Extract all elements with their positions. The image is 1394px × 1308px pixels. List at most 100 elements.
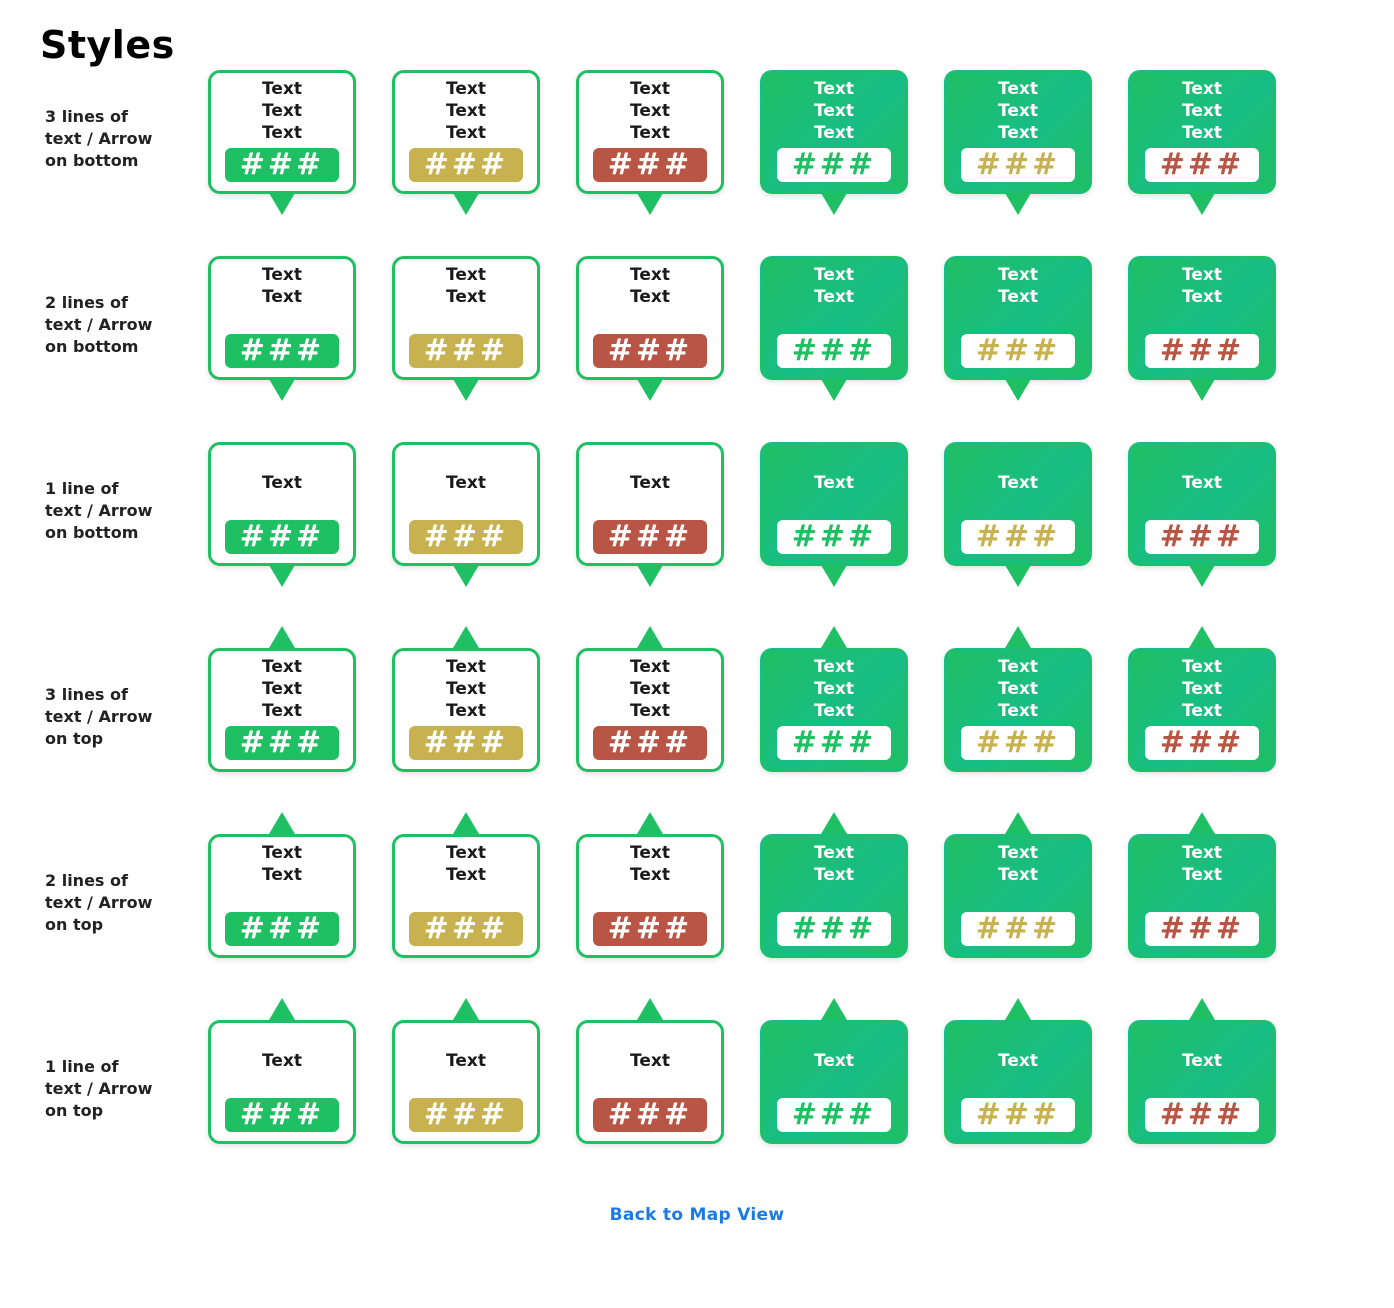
marker-text: Text Text [947, 842, 1089, 886]
marker-badge: ### [1145, 912, 1259, 946]
marker-outline-red[interactable]: Text Text Text ### [576, 70, 724, 215]
marker-filled-red[interactable]: Text ### [1128, 998, 1276, 1144]
marker-outline-gold[interactable]: Text ### [392, 442, 540, 587]
marker-text-line: Text [814, 843, 854, 863]
marker-filled-gold[interactable]: Text Text ### [944, 256, 1092, 401]
marker-card: Text Text ### [576, 834, 724, 958]
marker-filled-green[interactable]: Text ### [760, 442, 908, 587]
marker-card: Text ### [208, 442, 356, 566]
marker-text: Text [395, 1050, 537, 1072]
back-to-map-view-link[interactable]: Back to Map View [609, 1205, 785, 1225]
marker-filled-red[interactable]: Text ### [1128, 442, 1276, 587]
row-label-line: 2 lines of [45, 871, 128, 890]
marker-arrow [821, 565, 847, 587]
marker-card: Text Text ### [944, 256, 1092, 380]
marker-filled-gold[interactable]: Text Text Text ### [944, 70, 1092, 215]
marker-text: Text Text Text [211, 78, 353, 144]
marker-outline-red[interactable]: Text ### [576, 442, 724, 587]
marker-card: Text ### [944, 1020, 1092, 1144]
marker-arrow [821, 193, 847, 215]
row-label: 3 lines of text / Arrow on top [45, 684, 195, 750]
marker-text-line: Text [814, 265, 854, 285]
marker-arrow [637, 379, 663, 401]
marker-card: Text Text ### [1128, 256, 1276, 380]
marker-text-line: Text [814, 1051, 854, 1071]
marker-filled-red[interactable]: Text Text ### [1128, 256, 1276, 401]
marker-arrow [453, 193, 479, 215]
marker-text: Text Text [395, 264, 537, 308]
marker-text-line: Text [446, 79, 486, 99]
marker-filled-red[interactable]: Text Text ### [1128, 812, 1276, 958]
marker-outline-green[interactable]: Text ### [208, 442, 356, 587]
row-label-line: text / Arrow [45, 707, 153, 726]
marker-filled-green[interactable]: Text Text Text ### [760, 626, 908, 772]
marker-outline-gold[interactable]: Text Text Text ### [392, 626, 540, 772]
marker-filled-green[interactable]: Text Text ### [760, 256, 908, 401]
marker-badge: ### [777, 1098, 891, 1132]
marker-outline-gold[interactable]: Text Text ### [392, 256, 540, 401]
marker-outline-green[interactable]: Text Text Text ### [208, 626, 356, 772]
marker-filled-gold[interactable]: Text Text ### [944, 812, 1092, 958]
marker-badge: ### [961, 912, 1075, 946]
marker-outline-gold[interactable]: Text Text Text ### [392, 70, 540, 215]
marker-outline-green[interactable]: Text Text ### [208, 812, 356, 958]
marker-text-line: Text [998, 679, 1038, 699]
marker-text: Text Text Text [763, 78, 905, 144]
marker-text-line: Text [998, 843, 1038, 863]
page-title: Styles [40, 23, 175, 67]
marker-card: Text Text ### [576, 256, 724, 380]
marker-filled-green[interactable]: Text Text Text ### [760, 70, 908, 215]
marker-text-line: Text [814, 79, 854, 99]
marker-card: Text Text ### [760, 834, 908, 958]
marker-card: Text Text ### [208, 256, 356, 380]
marker-arrow [1005, 626, 1031, 648]
marker-outline-red[interactable]: Text Text ### [576, 256, 724, 401]
marker-card: Text Text Text ### [1128, 648, 1276, 772]
marker-outline-green[interactable]: Text Text ### [208, 256, 356, 401]
style-row: 1 line of text / Arrow on bottom Text ### Tex… [0, 442, 1394, 628]
marker-outline-gold[interactable]: Text Text ### [392, 812, 540, 958]
marker-badge: ### [1145, 334, 1259, 368]
marker-outline-red[interactable]: Text Text Text ### [576, 626, 724, 772]
row-label-line: 3 lines of [45, 685, 128, 704]
row-label-line: text / Arrow [45, 501, 153, 520]
marker-filled-red[interactable]: Text Text Text ### [1128, 70, 1276, 215]
style-row: 3 lines of text / Arrow on bottom Text Text T… [0, 70, 1394, 256]
marker-arrow [1005, 565, 1031, 587]
row-label-line: text / Arrow [45, 129, 153, 148]
marker-arrow [1189, 193, 1215, 215]
marker-filled-red[interactable]: Text Text Text ### [1128, 626, 1276, 772]
marker-text: Text [211, 472, 353, 494]
marker-outline-red[interactable]: Text Text ### [576, 812, 724, 958]
marker-text-line: Text [446, 865, 486, 885]
marker-filled-gold[interactable]: Text Text Text ### [944, 626, 1092, 772]
marker-badge: ### [593, 520, 707, 554]
marker-text: Text [395, 472, 537, 494]
marker-outline-green[interactable]: Text ### [208, 998, 356, 1144]
marker-badge: ### [409, 520, 523, 554]
marker-card: Text ### [1128, 442, 1276, 566]
marker-filled-green[interactable]: Text Text ### [760, 812, 908, 958]
marker-outline-red[interactable]: Text ### [576, 998, 724, 1144]
row-label: 2 lines of text / Arrow on bottom [45, 292, 195, 358]
marker-outline-gold[interactable]: Text ### [392, 998, 540, 1144]
marker-text-line: Text [1182, 101, 1222, 121]
marker-text: Text Text [763, 264, 905, 308]
marker-text: Text Text Text [763, 656, 905, 722]
marker-text: Text Text [579, 842, 721, 886]
marker-filled-gold[interactable]: Text ### [944, 442, 1092, 587]
marker-outline-green[interactable]: Text Text Text ### [208, 70, 356, 215]
marker-arrow [269, 998, 295, 1020]
marker-card: Text Text Text ### [392, 648, 540, 772]
marker-arrow [269, 812, 295, 834]
row-label: 1 line of text / Arrow on top [45, 1056, 195, 1122]
marker-badge: ### [409, 726, 523, 760]
marker-text-line: Text [814, 679, 854, 699]
marker-filled-gold[interactable]: Text ### [944, 998, 1092, 1144]
marker-text-line: Text [630, 657, 670, 677]
marker-badge: ### [1145, 726, 1259, 760]
marker-text-line: Text [1182, 1051, 1222, 1071]
marker-filled-green[interactable]: Text ### [760, 998, 908, 1144]
marker-text-line: Text [262, 843, 302, 863]
marker-text-line: Text [630, 265, 670, 285]
